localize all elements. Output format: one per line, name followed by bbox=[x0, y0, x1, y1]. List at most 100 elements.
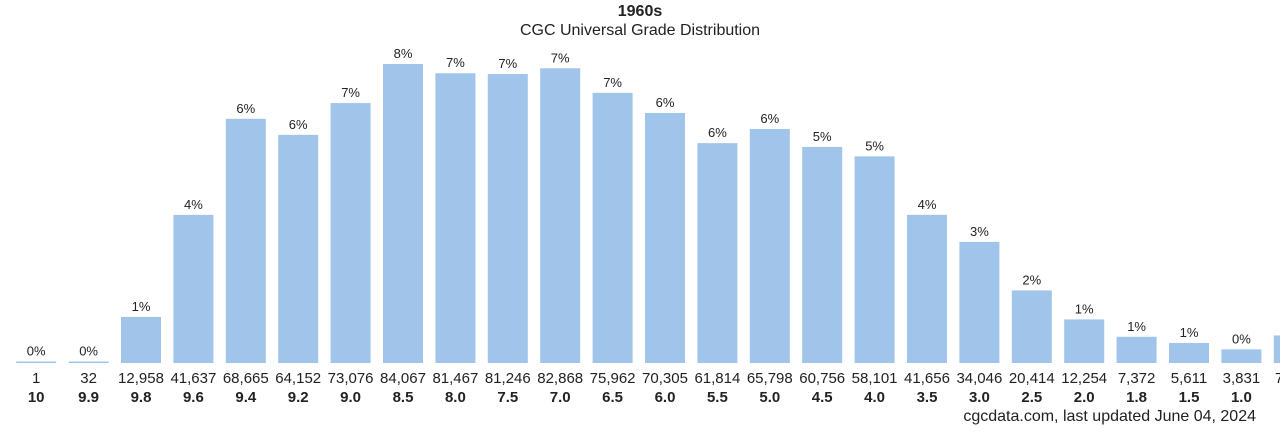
grade-tick-label: 2.5 bbox=[1021, 389, 1042, 406]
grade-tick-label: 3.5 bbox=[917, 389, 938, 406]
bar-9.4 bbox=[225, 118, 266, 363]
bar-3.5 bbox=[907, 214, 947, 363]
percent-label: 6% bbox=[708, 125, 727, 140]
percent-label: 1% bbox=[1180, 325, 1199, 340]
grade-tick-label: 6.0 bbox=[655, 389, 676, 406]
bar-1.8 bbox=[1116, 336, 1157, 363]
grade-tick-label: 9.0 bbox=[340, 389, 361, 406]
bar-7.5 bbox=[487, 74, 528, 363]
count-label: 84,067 bbox=[380, 370, 426, 387]
percent-label: 6% bbox=[289, 117, 308, 132]
percent-label: 0% bbox=[1232, 331, 1251, 346]
count-label: 73,076 bbox=[328, 370, 374, 387]
count-label: 5,611 bbox=[1171, 370, 1207, 387]
percent-label: 1% bbox=[1127, 319, 1146, 334]
bar-7.0 bbox=[540, 68, 581, 363]
grade-tick-label: 8.5 bbox=[393, 389, 414, 406]
grade-tick-label: 2.0 bbox=[1074, 389, 1095, 406]
percent-label: 6% bbox=[236, 101, 255, 116]
count-label: 70,305 bbox=[642, 370, 688, 387]
count-label: 68,665 bbox=[223, 370, 269, 387]
percent-label: 7% bbox=[446, 55, 465, 70]
grade-tick-label: 9.9 bbox=[78, 389, 99, 406]
grade-tick-label: 10 bbox=[28, 389, 45, 406]
grade-tick-label: 7.5 bbox=[497, 389, 518, 406]
grade-tick-label: 1.0 bbox=[1231, 389, 1252, 406]
bar-0.5 bbox=[1273, 335, 1280, 363]
percent-label: 7% bbox=[498, 56, 517, 71]
count-label: 82,868 bbox=[537, 370, 583, 387]
grade-tick-label: 1.5 bbox=[1179, 389, 1200, 406]
bar-2.0 bbox=[1064, 319, 1105, 363]
bar-9.2 bbox=[278, 134, 319, 363]
count-label: 1 bbox=[32, 370, 40, 387]
count-label: 32 bbox=[80, 370, 97, 387]
percent-label: 1% bbox=[1075, 301, 1094, 316]
count-label: 64,152 bbox=[275, 370, 321, 387]
percent-label: 3% bbox=[970, 224, 989, 239]
count-label: 65,798 bbox=[747, 370, 793, 387]
count-label: 7,745 bbox=[1275, 370, 1280, 387]
grade-tick-label: 5.0 bbox=[759, 389, 780, 406]
count-label: 60,756 bbox=[799, 370, 845, 387]
bar-6.5 bbox=[592, 92, 633, 363]
grade-tick-label: 5.5 bbox=[707, 389, 728, 406]
bar-9.6 bbox=[173, 214, 214, 363]
percent-label: 4% bbox=[184, 197, 203, 212]
bar-1.5 bbox=[1169, 343, 1209, 363]
count-label: 58,101 bbox=[852, 370, 898, 387]
bar-1.0 bbox=[1221, 349, 1262, 363]
percent-label: 1% bbox=[132, 299, 151, 314]
percent-label: 0% bbox=[79, 344, 98, 359]
percent-label: 7% bbox=[603, 75, 622, 90]
bar-10 bbox=[16, 361, 57, 363]
percent-label: 6% bbox=[656, 95, 675, 110]
bar-3.0 bbox=[959, 241, 1000, 363]
grade-tick-label: 1.8 bbox=[1126, 389, 1147, 406]
percent-label: 2% bbox=[1022, 272, 1041, 287]
grade-tick-label: 9.2 bbox=[288, 389, 309, 406]
grade-tick-label: 6.5 bbox=[602, 389, 623, 406]
grade-tick-label: 9.4 bbox=[235, 389, 257, 406]
bar-8.0 bbox=[435, 73, 476, 364]
grade-tick-label: 8.0 bbox=[445, 389, 466, 406]
grade-tick-label: 4.0 bbox=[864, 389, 885, 406]
bar-5.0 bbox=[749, 128, 790, 363]
bar-8.5 bbox=[383, 64, 423, 363]
count-label: 34,046 bbox=[956, 370, 1002, 387]
percent-label: 7% bbox=[551, 50, 570, 65]
bar-2.5 bbox=[1011, 290, 1052, 363]
percent-label: 8% bbox=[394, 46, 413, 61]
count-label: 61,814 bbox=[694, 370, 740, 387]
percent-label: 4% bbox=[918, 197, 937, 212]
percent-label: 6% bbox=[760, 111, 779, 126]
bar-9.9 bbox=[68, 361, 109, 363]
count-label: 20,414 bbox=[1009, 370, 1055, 387]
count-label: 75,962 bbox=[590, 370, 636, 387]
grade-tick-label: 4.5 bbox=[812, 389, 833, 406]
bar-9.8 bbox=[121, 316, 161, 363]
count-label: 12,958 bbox=[118, 370, 164, 387]
bar-5.5 bbox=[697, 143, 738, 363]
bar-9.0 bbox=[330, 103, 371, 363]
count-label: 41,656 bbox=[904, 370, 950, 387]
percent-label: 5% bbox=[865, 138, 884, 153]
percent-label: 7% bbox=[341, 85, 360, 100]
grade-tick-label: 9.8 bbox=[131, 389, 152, 406]
count-label: 81,467 bbox=[432, 370, 478, 387]
count-label: 7,372 bbox=[1118, 370, 1156, 387]
grade-tick-label: 3.0 bbox=[969, 389, 990, 406]
chart-subtitle: CGC Universal Grade Distribution bbox=[519, 22, 761, 39]
chart-title: 1960s bbox=[617, 3, 663, 20]
percent-label: 5% bbox=[813, 129, 832, 144]
grade-tick-label: 9.6 bbox=[183, 389, 204, 406]
grade-tick-label: 7.0 bbox=[550, 389, 571, 406]
bar-4.5 bbox=[802, 146, 843, 363]
count-label: 41,637 bbox=[170, 370, 216, 387]
count-label: 81,246 bbox=[485, 370, 531, 387]
source-footer: cgcdata.com, last updated June 04, 2024 bbox=[963, 408, 1256, 425]
bar-4.0 bbox=[854, 156, 895, 363]
count-label: 12,254 bbox=[1061, 370, 1107, 387]
percent-label: 0% bbox=[27, 344, 46, 359]
